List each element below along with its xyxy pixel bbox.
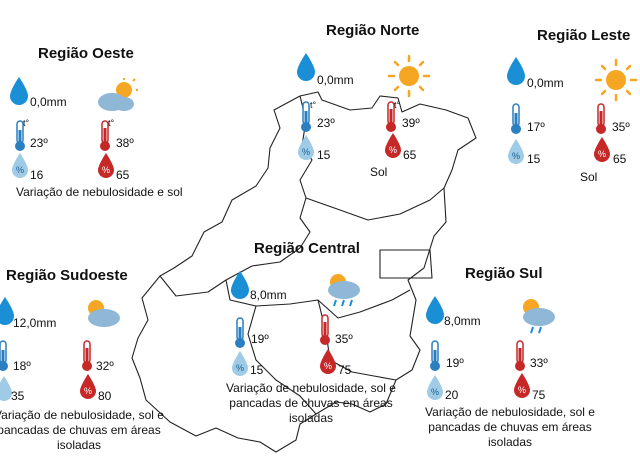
sun-cloud-icon xyxy=(98,78,138,111)
max-humidity: 80 xyxy=(98,389,112,403)
humidity-symbol: % xyxy=(324,361,332,371)
humidity-low-icon xyxy=(0,376,12,401)
humidity-symbol: % xyxy=(389,145,397,155)
humidity-low-icon: % xyxy=(508,139,524,164)
raindrop-icon xyxy=(426,296,444,324)
thermometer-cold-icon xyxy=(430,340,440,371)
sun-icon xyxy=(594,58,638,102)
min-temperature: 17º xyxy=(527,120,545,134)
humidity-low-icon: % xyxy=(298,135,314,160)
min-humidity: 15 xyxy=(317,148,331,162)
min-humidity: 16 xyxy=(30,168,44,182)
max-temperature: 38º xyxy=(116,136,134,150)
raindrop-icon xyxy=(297,53,315,81)
raindrop-icon xyxy=(231,271,249,299)
min-temperature: 23º xyxy=(30,136,48,150)
humidity-high-icon: % xyxy=(80,374,96,399)
min-temperature: 18º xyxy=(13,359,31,373)
sun-cloud-rain-icon xyxy=(523,299,555,334)
humidity-symbol: % xyxy=(518,385,526,395)
thermometer-hot-icon xyxy=(100,120,110,151)
forecast-description: Variação de nebulosidade, sol e pancadas… xyxy=(226,381,396,425)
raindrop-icon xyxy=(0,297,14,325)
max-temperature: 32º xyxy=(96,359,114,373)
min-humidity: 15 xyxy=(527,152,541,166)
thermometer-label: t° xyxy=(108,118,115,128)
region-title: Região Central xyxy=(254,240,360,257)
humidity-low-icon: % xyxy=(12,153,28,178)
thermometer-cold-icon xyxy=(301,101,311,132)
humidity-high-icon: % xyxy=(320,349,336,374)
humidity-symbol: % xyxy=(16,165,24,175)
sun-cloud-rain-icon xyxy=(88,300,120,327)
min-temperature: 23º xyxy=(317,116,335,130)
region-title: Região Sudoeste xyxy=(6,267,128,284)
max-temperature: 35º xyxy=(612,120,630,134)
region-title: Região Oeste xyxy=(38,45,134,62)
min-temperature: 19º xyxy=(446,356,464,370)
max-humidity: 75 xyxy=(338,363,352,377)
forecast-description: Variação de nebulosidade, sol e pancadas… xyxy=(425,405,595,449)
min-humidity: 20 xyxy=(445,388,459,402)
max-temperature: 33º xyxy=(530,356,548,370)
thermometer-cold-icon xyxy=(511,103,521,134)
max-humidity: 65 xyxy=(403,148,417,162)
max-humidity: 65 xyxy=(613,152,627,166)
humidity-low-icon: % xyxy=(232,351,248,376)
min-humidity: 35 xyxy=(11,389,25,403)
region-title: Região Leste xyxy=(537,27,631,44)
forecast-description: Variação de nebulosidade e sol xyxy=(16,185,183,199)
thermometer-label: t° xyxy=(394,100,401,110)
humidity-high-icon: % xyxy=(514,373,530,398)
humidity-symbol: % xyxy=(302,147,310,157)
rainfall-value: 0,0mm xyxy=(30,95,67,109)
max-humidity: 75 xyxy=(532,388,546,402)
sun-icon xyxy=(387,54,431,98)
region-title: Região Sul xyxy=(465,265,543,282)
federal-district xyxy=(379,249,433,279)
forecast-description: Sol xyxy=(370,165,388,179)
forecast-description: Variação de nebulosidade, sol e pancadas… xyxy=(0,408,164,452)
min-temperature: 19º xyxy=(251,332,269,346)
forecast-description: Sol xyxy=(580,170,598,184)
thermometer-hot-icon xyxy=(386,101,396,132)
thermometer-label: t° xyxy=(310,100,317,110)
thermometer-label: t° xyxy=(23,118,30,128)
thermometer-hot-icon xyxy=(320,314,330,345)
thermometer-hot-icon xyxy=(82,340,92,371)
raindrop-icon xyxy=(10,77,28,105)
humidity-symbol: % xyxy=(236,363,244,373)
state-boundary xyxy=(131,91,477,453)
thermometer-hot-icon xyxy=(596,103,606,134)
max-temperature: 35º xyxy=(335,332,353,346)
thermometer-cold-icon xyxy=(0,340,8,371)
raindrop-icon xyxy=(507,57,525,85)
humidity-symbol: % xyxy=(102,165,110,175)
rainfall-value: 8,0mm xyxy=(250,288,287,302)
sun-cloud-rain-icon xyxy=(328,274,360,307)
thermometer-hot-icon xyxy=(515,340,525,371)
min-humidity: 15 xyxy=(250,363,264,377)
region-title: Região Norte xyxy=(326,22,420,39)
humidity-low-icon: % xyxy=(427,375,443,400)
thermometer-cold-icon xyxy=(235,317,245,348)
max-temperature: 39º xyxy=(402,116,420,130)
humidity-symbol: % xyxy=(598,149,606,159)
thermometer-cold-icon xyxy=(15,120,25,151)
rainfall-value: 8,0mm xyxy=(444,314,481,328)
humidity-high-icon: % xyxy=(98,153,114,178)
humidity-symbol: % xyxy=(84,386,92,396)
rainfall-value: 0,0mm xyxy=(317,73,354,87)
rainfall-value: 12,0mm xyxy=(13,316,57,330)
humidity-high-icon: % xyxy=(385,133,401,158)
humidity-symbol: % xyxy=(431,387,439,397)
rainfall-value: 0,0mm xyxy=(527,76,564,90)
humidity-high-icon: % xyxy=(594,137,610,162)
max-humidity: 65 xyxy=(116,168,130,182)
humidity-symbol: % xyxy=(512,151,520,161)
